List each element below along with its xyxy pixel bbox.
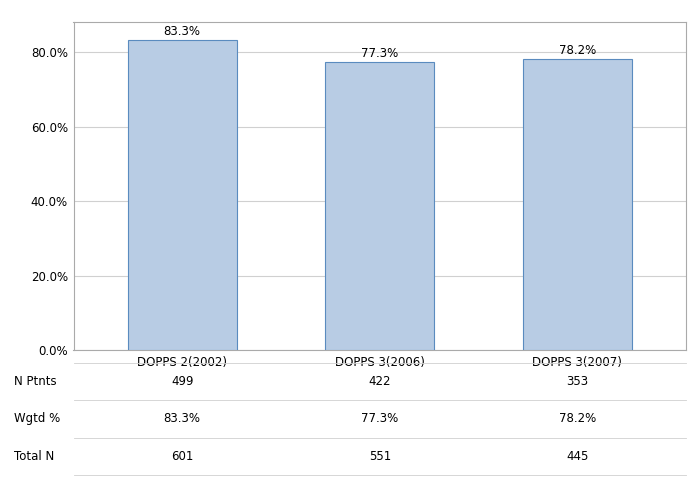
- Text: 445: 445: [566, 450, 589, 463]
- Text: Total N: Total N: [14, 450, 55, 463]
- Text: 353: 353: [566, 375, 589, 388]
- Text: 78.2%: 78.2%: [559, 412, 596, 425]
- Text: 499: 499: [171, 375, 193, 388]
- Bar: [326, 62, 434, 350]
- Text: 83.3%: 83.3%: [164, 25, 201, 38]
- Text: 77.3%: 77.3%: [361, 412, 398, 425]
- Text: N Ptnts: N Ptnts: [14, 375, 57, 388]
- Text: 83.3%: 83.3%: [164, 412, 201, 425]
- Text: 422: 422: [368, 375, 391, 388]
- Text: 601: 601: [171, 450, 193, 463]
- Bar: [523, 59, 631, 350]
- Bar: [128, 40, 237, 350]
- Text: 78.2%: 78.2%: [559, 44, 596, 57]
- Text: 551: 551: [369, 450, 391, 463]
- Text: 77.3%: 77.3%: [361, 48, 398, 60]
- Text: Wgtd %: Wgtd %: [14, 412, 60, 425]
